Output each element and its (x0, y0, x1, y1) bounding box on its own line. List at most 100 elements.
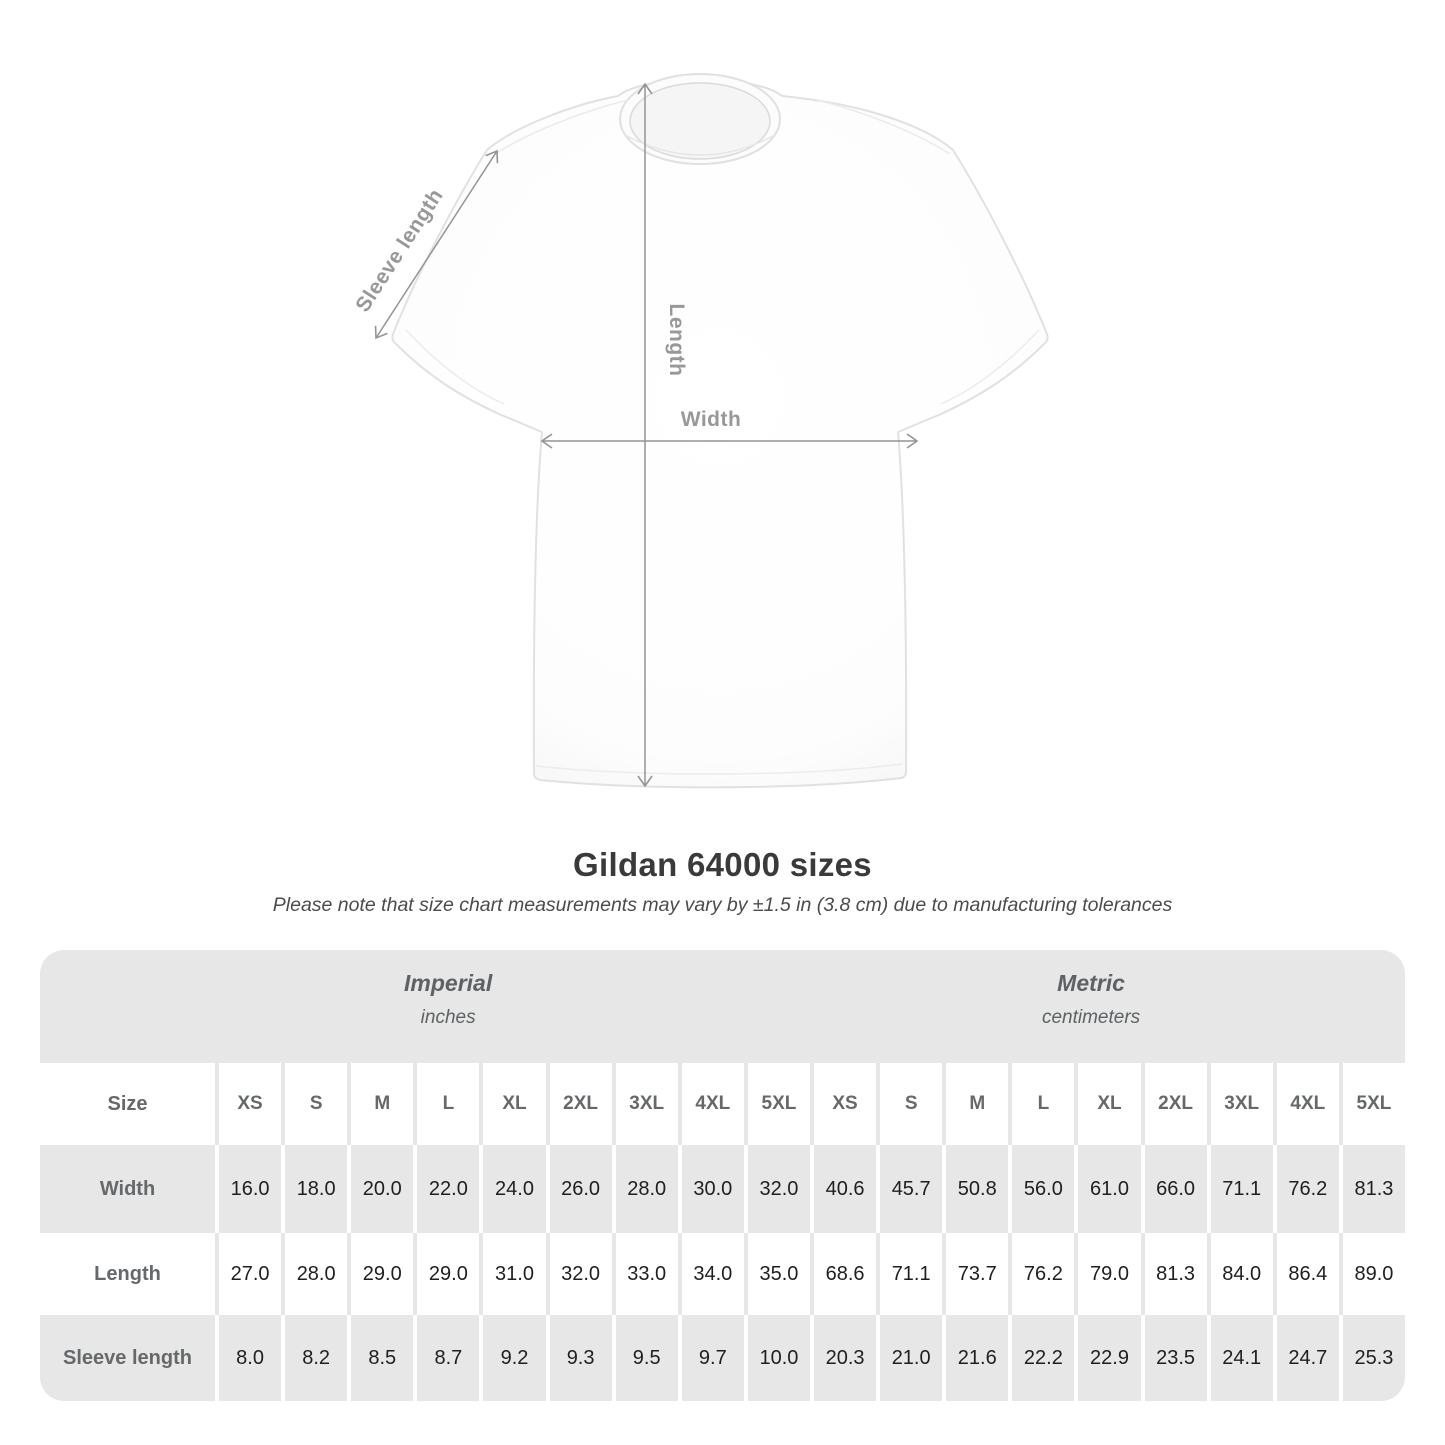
value-cell: 22.0 (413, 1145, 480, 1233)
size-header-cell: 2XL (545, 1063, 612, 1145)
value-cell: 56.0 (1008, 1145, 1075, 1233)
value-cell: 8.0 (215, 1315, 282, 1401)
value-cell: 20.0 (347, 1145, 414, 1233)
value-cell: 76.2 (1008, 1233, 1075, 1315)
value-cell: 66.0 (1140, 1145, 1207, 1233)
value-cell: 73.7 (942, 1233, 1009, 1315)
size-header-cell: XL (479, 1063, 546, 1145)
value-cell: 8.7 (413, 1315, 480, 1401)
value-cell: 45.7 (876, 1145, 943, 1233)
size-header-cell: 4XL (677, 1063, 744, 1145)
row-label: Width (40, 1145, 215, 1233)
size-column-header: Size (40, 1063, 215, 1145)
row-label: Length (40, 1233, 215, 1315)
value-cell: 18.0 (281, 1145, 348, 1233)
size-header-cell: S (281, 1063, 348, 1145)
size-header-cell: 3XL (611, 1063, 678, 1145)
hem-seam (535, 763, 903, 775)
imperial-header-title: Imperial (404, 970, 493, 996)
width-metric-values: 40.6 45.7 50.8 56.0 61.0 66.0 71.1 76.2 81.3 (810, 1145, 1405, 1233)
value-cell: 71.1 (1206, 1145, 1273, 1233)
metric-header-title: Metric (1057, 970, 1125, 996)
imperial-size-headers: XS S M L XL 2XL 3XL 4XL 5XL (215, 1063, 810, 1145)
value-cell: 79.0 (1074, 1233, 1141, 1315)
size-header-cell: 3XL (1206, 1063, 1273, 1145)
size-header-row: Size XS S M L XL 2XL 3XL 4XL 5XL XS S M L XL 2XL 3XL 4X… (40, 1063, 1405, 1145)
value-cell: 9.3 (545, 1315, 612, 1401)
size-header-cell: XS (215, 1063, 282, 1145)
tshirt-outline (391, 78, 1049, 789)
value-cell: 10.0 (743, 1315, 810, 1401)
size-table: Imperial inches Metric centimeters Size … (40, 950, 1405, 1401)
metric-size-headers: XS S M L XL 2XL 3XL 4XL 5XL (810, 1063, 1405, 1145)
value-cell: 31.0 (479, 1233, 546, 1315)
size-header-cell: L (413, 1063, 480, 1145)
size-header-cell: 5XL (1338, 1063, 1405, 1145)
value-cell: 26.0 (545, 1145, 612, 1233)
value-cell: 16.0 (215, 1145, 282, 1233)
value-cell: 20.3 (810, 1315, 877, 1401)
value-cell: 68.6 (810, 1233, 877, 1315)
value-cell: 8.5 (347, 1315, 414, 1401)
width-label: Width (681, 408, 742, 431)
value-cell: 24.1 (1206, 1315, 1273, 1401)
value-cell: 22.9 (1074, 1315, 1141, 1401)
sleeve-imperial-values: 8.0 8.2 8.5 8.7 9.2 9.3 9.5 9.7 10.0 (215, 1315, 810, 1401)
value-cell: 9.7 (677, 1315, 744, 1401)
value-cell: 86.4 (1272, 1233, 1339, 1315)
sleeve-length-arrow (374, 149, 499, 340)
value-cell: 33.0 (611, 1233, 678, 1315)
right-shoulder-seam (816, 99, 951, 155)
value-cell: 23.5 (1140, 1315, 1207, 1401)
right-cuff-seam (940, 329, 1040, 405)
value-cell: 9.2 (479, 1315, 546, 1401)
collar-opening (629, 82, 771, 160)
imperial-header: Imperial inches (404, 970, 492, 1029)
length-metric-values: 68.6 71.1 73.7 76.2 79.0 81.3 84.0 86.4 89.0 (810, 1233, 1405, 1315)
length-label: Length (665, 304, 688, 377)
size-header-cell: 5XL (743, 1063, 810, 1145)
tolerance-note: Please note that size chart measurements… (272, 894, 1173, 916)
size-header-cell: XS (810, 1063, 877, 1145)
size-header-cell: L (1008, 1063, 1075, 1145)
value-cell: 71.1 (876, 1233, 943, 1315)
value-cell: 24.7 (1272, 1315, 1339, 1401)
value-cell: 76.2 (1272, 1145, 1339, 1233)
value-cell: 27.0 (215, 1233, 282, 1315)
length-imperial-values: 27.0 28.0 29.0 29.0 31.0 32.0 33.0 34.0 35.0 (215, 1233, 810, 1315)
left-cuff-seam (405, 329, 505, 405)
value-cell: 22.2 (1008, 1315, 1075, 1401)
value-cell: 21.0 (876, 1315, 943, 1401)
page-title: Gildan 64000 sizes (573, 846, 872, 883)
value-cell: 29.0 (413, 1233, 480, 1315)
value-cell: 28.0 (281, 1233, 348, 1315)
sleeve-metric-values: 20.3 21.0 21.6 22.2 22.9 23.5 24.1 24.7 25.3 (810, 1315, 1405, 1401)
width-imperial-values: 16.0 18.0 20.0 22.0 24.0 26.0 28.0 30.0 32.0 (215, 1145, 810, 1233)
size-header-cell: 2XL (1140, 1063, 1207, 1145)
metric-header-unit: centimeters (1041, 1007, 1141, 1028)
value-cell: 81.3 (1140, 1233, 1207, 1315)
value-cell: 24.0 (479, 1145, 546, 1233)
size-header-cell: 4XL (1272, 1063, 1339, 1145)
value-cell: 84.0 (1206, 1233, 1273, 1315)
value-cell: 29.0 (347, 1233, 414, 1315)
value-cell: 40.6 (810, 1145, 877, 1233)
value-cell: 35.0 (743, 1233, 810, 1315)
table-row-width: Width 16.0 18.0 20.0 22.0 24.0 26.0 28.0 30.0 32… (40, 1145, 1405, 1233)
table-row-length: Length 27.0 28.0 29.0 29.0 31.0 32.0 33.0 34.0 3… (40, 1233, 1405, 1315)
value-cell: 61.0 (1074, 1145, 1141, 1233)
unit-header-row: Imperial inches Metric centimeters (40, 950, 1405, 1063)
value-cell: 28.0 (611, 1145, 678, 1233)
value-cell: 32.0 (545, 1233, 612, 1315)
left-shoulder-seam (494, 99, 629, 155)
row-label: Sleeve length (40, 1315, 215, 1401)
size-header-cell: M (347, 1063, 414, 1145)
value-cell: 8.2 (281, 1315, 348, 1401)
value-cell: 89.0 (1338, 1233, 1405, 1315)
tshirt-diagram: Sleeve length Length Width (351, 73, 1049, 789)
value-cell: 9.5 (611, 1315, 678, 1401)
metric-header: Metric centimeters (1042, 970, 1140, 1029)
size-header-cell: S (876, 1063, 943, 1145)
table-row-sleeve-length: Sleeve length 8.0 8.2 8.5 8.7 9.2 9.3 9.5 9.7 10… (40, 1315, 1405, 1401)
